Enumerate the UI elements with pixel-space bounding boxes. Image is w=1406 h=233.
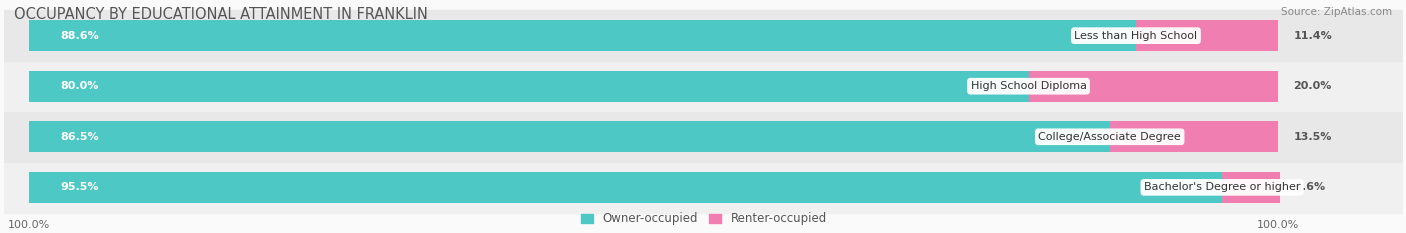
Bar	[4, 112, 1403, 162]
Text: 80.0%: 80.0%	[60, 81, 98, 91]
Bar	[4, 162, 1403, 213]
Bar	[30, 71, 1029, 102]
Text: 88.6%: 88.6%	[60, 31, 100, 41]
Text: Source: ZipAtlas.com: Source: ZipAtlas.com	[1281, 7, 1392, 17]
Bar	[1222, 172, 1279, 203]
Text: 100.0%: 100.0%	[1257, 220, 1299, 230]
Text: 13.5%: 13.5%	[1294, 132, 1331, 142]
Text: High School Diploma: High School Diploma	[970, 81, 1087, 91]
Bar	[30, 172, 1222, 203]
Bar	[30, 20, 1136, 51]
Text: 95.5%: 95.5%	[60, 182, 100, 192]
Bar	[1029, 71, 1278, 102]
Text: 4.6%: 4.6%	[1295, 182, 1326, 192]
Text: OCCUPANCY BY EDUCATIONAL ATTAINMENT IN FRANKLIN: OCCUPANCY BY EDUCATIONAL ATTAINMENT IN F…	[14, 7, 427, 22]
Bar	[1136, 20, 1278, 51]
Text: 100.0%: 100.0%	[8, 220, 51, 230]
Bar	[1109, 121, 1278, 152]
Bar	[4, 61, 1403, 112]
Text: Bachelor's Degree or higher: Bachelor's Degree or higher	[1144, 182, 1301, 192]
Text: 20.0%: 20.0%	[1294, 81, 1331, 91]
Legend: Owner-occupied, Renter-occupied: Owner-occupied, Renter-occupied	[581, 212, 827, 225]
Text: 86.5%: 86.5%	[60, 132, 100, 142]
Bar	[30, 121, 1109, 152]
Text: 11.4%: 11.4%	[1294, 31, 1331, 41]
Bar	[4, 10, 1403, 61]
Text: College/Associate Degree: College/Associate Degree	[1039, 132, 1181, 142]
Text: Less than High School: Less than High School	[1074, 31, 1198, 41]
